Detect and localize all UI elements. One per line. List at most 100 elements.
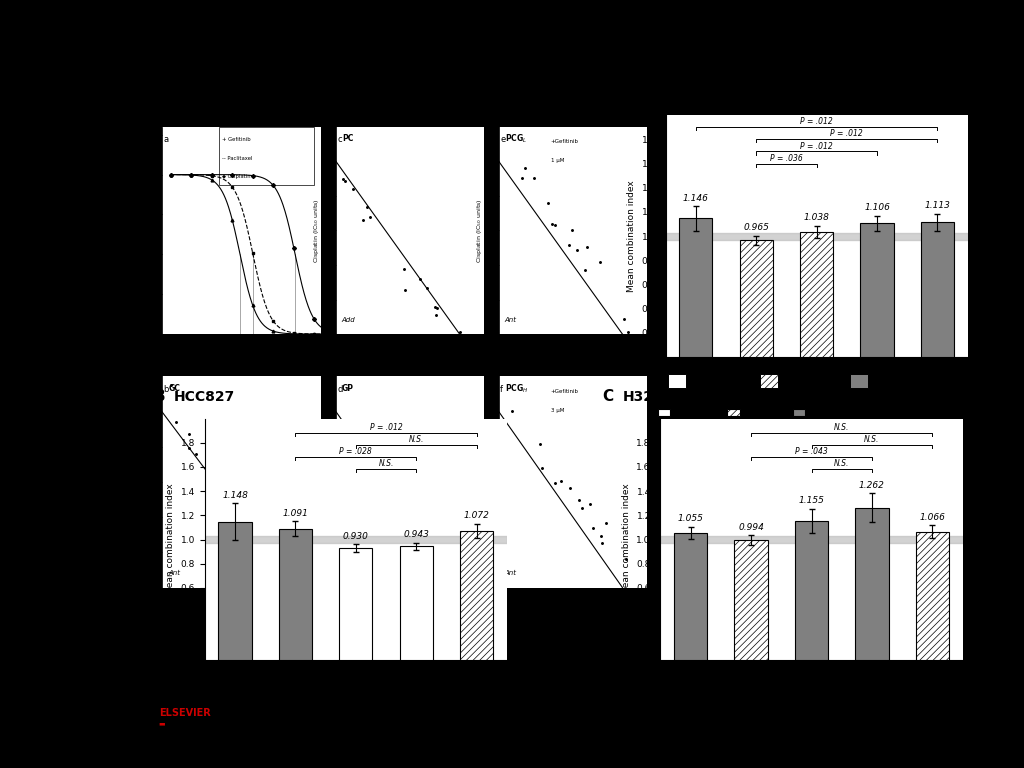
Text: 1.262: 1.262 bbox=[859, 481, 885, 490]
Bar bbox=[739, 240, 773, 357]
Point bbox=[569, 244, 586, 257]
Bar bbox=[666, 233, 968, 240]
Point bbox=[240, 517, 256, 529]
Text: GP: GP bbox=[342, 384, 354, 393]
Text: N.S.: N.S. bbox=[834, 423, 850, 432]
Text: Ant: Ant bbox=[505, 570, 517, 576]
Point bbox=[573, 502, 590, 514]
Y-axis label: Gefitinib (IC$_{50}$ units): Gefitinib (IC$_{50}$ units) bbox=[138, 450, 147, 514]
X-axis label: Concentration (μM): Concentration (μM) bbox=[211, 354, 271, 359]
Point bbox=[210, 465, 226, 477]
Bar bbox=[399, 546, 433, 660]
Bar bbox=[800, 232, 834, 357]
Point bbox=[354, 214, 371, 226]
Bar bbox=[660, 536, 963, 543]
Point bbox=[168, 415, 184, 428]
Point bbox=[188, 448, 205, 460]
Text: HCC827: HCC827 bbox=[174, 390, 236, 404]
Text: 1.146: 1.146 bbox=[683, 194, 709, 203]
Point bbox=[564, 224, 581, 237]
Bar bbox=[460, 531, 494, 660]
Point bbox=[561, 239, 578, 251]
Text: FIGURE 2: FIGURE 2 bbox=[466, 33, 558, 51]
Text: P = .028: P = .028 bbox=[340, 447, 372, 456]
Point bbox=[427, 301, 443, 313]
Text: N.S.: N.S. bbox=[378, 459, 394, 468]
Text: 1.072: 1.072 bbox=[464, 511, 489, 520]
Text: B: B bbox=[154, 389, 165, 404]
X-axis label: Cisplatin (IC$_{50}$ units): Cisplatin (IC$_{50}$ units) bbox=[209, 600, 273, 608]
Point bbox=[514, 172, 530, 184]
Point bbox=[562, 482, 579, 495]
Point bbox=[445, 578, 462, 590]
Point bbox=[579, 241, 595, 253]
Y-axis label: Cisplatin (IC$_{50}$ units): Cisplatin (IC$_{50}$ units) bbox=[312, 198, 322, 263]
Text: PC: PC bbox=[342, 134, 353, 144]
Text: +Gefitinib: +Gefitinib bbox=[551, 139, 579, 144]
Legend: synergism, additivity, antagonism: synergism, additivity, antagonism bbox=[654, 405, 865, 421]
Point bbox=[544, 218, 560, 230]
Point bbox=[593, 529, 609, 541]
Text: Copyright © 2011 International Association for the Study of Lung Cancer Terms an: Copyright © 2011 International Associati… bbox=[230, 713, 662, 723]
Point bbox=[582, 498, 598, 511]
Point bbox=[435, 548, 452, 561]
Point bbox=[338, 422, 354, 435]
Text: Journal of Thoracic Oncology 2011 6, 559-568DOI: (10.1097/JTO.0b013e3182021ff5): Journal of Thoracic Oncology 2011 6, 559… bbox=[230, 701, 612, 710]
Point bbox=[429, 302, 445, 314]
Point bbox=[368, 476, 384, 488]
Bar bbox=[734, 540, 768, 660]
Point bbox=[452, 326, 468, 339]
Text: Ant: Ant bbox=[168, 570, 180, 576]
X-axis label: Paclitaxel (IC$_{50}$ units): Paclitaxel (IC$_{50}$ units) bbox=[539, 600, 607, 608]
Point bbox=[577, 263, 593, 276]
Point bbox=[358, 201, 375, 214]
Text: 3 μM: 3 μM bbox=[551, 409, 564, 413]
Text: 0.943: 0.943 bbox=[403, 530, 429, 539]
Point bbox=[181, 428, 198, 440]
Point bbox=[444, 574, 461, 586]
Point bbox=[240, 510, 256, 522]
Text: P = .012: P = .012 bbox=[801, 141, 833, 151]
Text: e: e bbox=[500, 135, 506, 144]
Text: 1.106: 1.106 bbox=[864, 204, 890, 213]
Point bbox=[594, 538, 610, 550]
Text: N.S.: N.S. bbox=[409, 435, 424, 444]
Text: + Gefitinib: + Gefitinib bbox=[222, 137, 251, 142]
Text: PCG$_L$: PCG$_L$ bbox=[505, 132, 526, 144]
Point bbox=[532, 438, 549, 450]
Bar bbox=[795, 521, 828, 660]
Bar bbox=[339, 548, 373, 660]
Point bbox=[257, 519, 273, 531]
Text: N.S.: N.S. bbox=[864, 435, 880, 444]
Point bbox=[381, 495, 397, 508]
Text: 0.965: 0.965 bbox=[743, 223, 769, 232]
Text: GC: GC bbox=[168, 384, 180, 393]
Text: P = .043: P = .043 bbox=[796, 447, 827, 456]
Point bbox=[286, 566, 302, 578]
Text: PCG$_H$: PCG$_H$ bbox=[505, 382, 528, 395]
Y-axis label: Cisplatin (IC$_{50}$ units): Cisplatin (IC$_{50}$ units) bbox=[475, 198, 484, 263]
Point bbox=[397, 284, 414, 296]
Point bbox=[407, 531, 423, 543]
Point bbox=[398, 536, 415, 548]
Text: additivity;: additivity; bbox=[781, 376, 820, 386]
Text: ◆ Cisplatin: ◆ Cisplatin bbox=[222, 174, 251, 180]
Text: H3255: H3255 bbox=[623, 390, 673, 404]
Point bbox=[289, 567, 305, 579]
Text: -- Paclitaxel: -- Paclitaxel bbox=[222, 156, 253, 161]
Point bbox=[345, 183, 361, 195]
Point bbox=[254, 535, 270, 548]
Y-axis label: Gefitinib (IC$_{50}$ units): Gefitinib (IC$_{50}$ units) bbox=[312, 450, 322, 514]
Text: P = .036: P = .036 bbox=[770, 154, 803, 163]
Point bbox=[423, 571, 439, 584]
Text: 1.091: 1.091 bbox=[283, 508, 308, 518]
Point bbox=[439, 580, 456, 592]
Point bbox=[270, 538, 287, 551]
Text: antagonism: antagonism bbox=[871, 376, 916, 386]
Text: +Gefitinib: +Gefitinib bbox=[551, 389, 579, 394]
Point bbox=[274, 541, 291, 554]
Text: Add: Add bbox=[342, 570, 355, 576]
Point bbox=[420, 561, 436, 574]
Bar bbox=[218, 521, 252, 660]
Point bbox=[416, 541, 432, 554]
